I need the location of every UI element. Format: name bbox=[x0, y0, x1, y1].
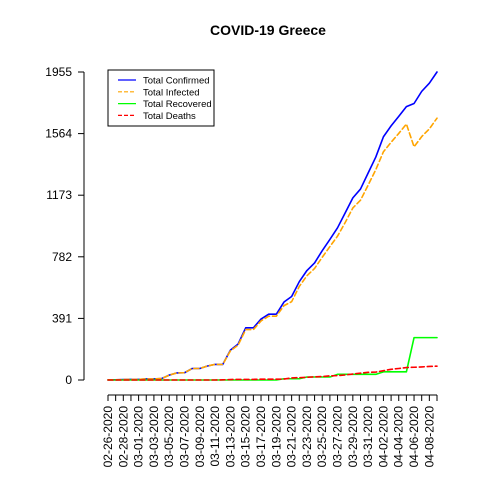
x-tick-label: 03-03-2020 bbox=[147, 406, 161, 468]
chart-title: COVID-19 Greece bbox=[210, 22, 326, 38]
y-axis: 0 391 782 1173 1564 1955 bbox=[45, 65, 85, 387]
legend-label: Total Recovered bbox=[143, 99, 212, 110]
x-tick-label: 02-28-2020 bbox=[116, 406, 130, 468]
y-tick-label: 1564 bbox=[45, 127, 72, 141]
x-tick-label: 03-05-2020 bbox=[162, 406, 176, 468]
legend-box bbox=[107, 69, 215, 127]
y-tick-label: 1173 bbox=[46, 188, 72, 202]
x-tick-label: 04-06-2020 bbox=[407, 406, 421, 468]
legend-label: Total Confirmed bbox=[143, 76, 210, 87]
x-tick-label: 03-27-2020 bbox=[331, 406, 345, 468]
x-tick-label: 03-07-2020 bbox=[178, 406, 192, 468]
x-tick-label: 04-04-2020 bbox=[392, 406, 406, 468]
series-layer bbox=[107, 71, 438, 381]
x-axis: 02-26-2020 02-28-2020 03-01-2020 03-03-2020… bbox=[101, 394, 438, 468]
y-tick-label: 0 bbox=[65, 373, 72, 387]
series-line-total-deaths bbox=[107, 365, 438, 381]
x-tick-label: 03-19-2020 bbox=[269, 406, 283, 468]
x-tick-label: 03-01-2020 bbox=[132, 406, 146, 468]
series-line-total-infected bbox=[107, 117, 438, 381]
x-tick-label: 03-29-2020 bbox=[346, 406, 360, 468]
x-tick-label: 03-25-2020 bbox=[315, 406, 329, 468]
y-tick-label: 1955 bbox=[45, 65, 72, 79]
legend-label: Total Infected bbox=[143, 87, 200, 98]
x-tick-label: 04-08-2020 bbox=[422, 406, 436, 468]
x-tick-label: 03-15-2020 bbox=[239, 406, 253, 468]
x-tick-label: 04-02-2020 bbox=[376, 406, 390, 468]
x-tick-label: 02-26-2020 bbox=[101, 406, 115, 468]
x-tick-label: 03-31-2020 bbox=[361, 406, 375, 468]
y-tick-label: 782 bbox=[52, 250, 72, 264]
x-tick-label: 03-09-2020 bbox=[193, 406, 207, 468]
x-tick-label: 03-11-2020 bbox=[208, 406, 222, 467]
y-tick-label: 391 bbox=[52, 311, 72, 325]
x-tick-label: 03-17-2020 bbox=[254, 406, 268, 468]
x-tick-label: 03-13-2020 bbox=[223, 406, 237, 468]
x-tick-label: 03-21-2020 bbox=[285, 406, 299, 468]
series-line-total-confirmed bbox=[107, 71, 438, 381]
series-line-total-recovered bbox=[107, 336, 438, 381]
legend-label: Total Deaths bbox=[143, 111, 196, 122]
x-tick-label: 03-23-2020 bbox=[300, 406, 314, 468]
